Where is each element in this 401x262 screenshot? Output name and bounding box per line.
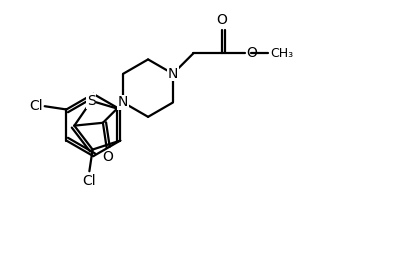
Text: N: N	[118, 95, 128, 110]
Text: N: N	[167, 67, 178, 81]
Text: O: O	[245, 46, 256, 61]
Text: S: S	[87, 94, 95, 108]
Text: O: O	[102, 150, 113, 165]
Text: Cl: Cl	[82, 174, 96, 188]
Text: CH₃: CH₃	[269, 47, 292, 60]
Text: Cl: Cl	[29, 99, 43, 113]
Text: O: O	[216, 13, 227, 27]
